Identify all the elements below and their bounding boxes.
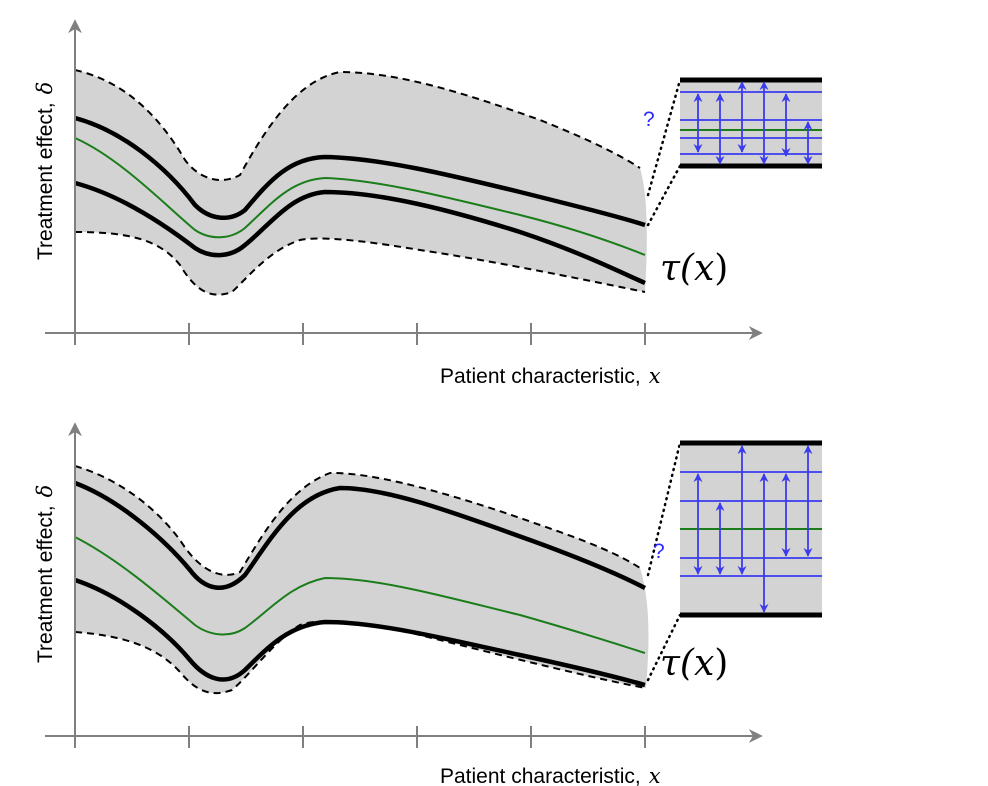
zoom-connector-upper — [646, 441, 682, 577]
tau-label: τ(x) — [660, 643, 728, 684]
panel-top: Treatment effect, δ Patient characterist… — [33, 19, 822, 388]
inner-bound-upper — [74, 480, 647, 590]
panel-bottom: Treatment effect, δ Patient characterist… — [33, 422, 822, 786]
x-axis-ticks — [74, 323, 646, 345]
inner-bound-lower — [74, 180, 646, 286]
zoom-connector-lower — [646, 164, 682, 227]
zoom-connector-upper — [646, 78, 682, 197]
question-mark: ? — [653, 540, 665, 563]
x-axis-label: Patient characteristic, x — [440, 764, 661, 786]
outer-bound-upper — [74, 69, 641, 181]
uncertainty-band — [75, 70, 647, 295]
y-axis-label: Treatment effect, δ — [33, 82, 57, 260]
zoom-inset — [680, 77, 822, 169]
inner-bound-upper — [74, 115, 646, 228]
question-mark: ? — [643, 108, 655, 131]
true-effect-line — [74, 137, 646, 256]
true-effect-line — [74, 536, 646, 654]
inner-bound-lower — [74, 577, 646, 688]
tau-label: τ(x) — [660, 248, 728, 289]
y-axis-label: Treatment effect, δ — [33, 485, 57, 663]
outer-bound-lower — [74, 231, 646, 296]
zoom-connector-lower — [646, 613, 682, 682]
outer-bound-upper — [74, 465, 641, 576]
x-axis-ticks — [74, 726, 646, 748]
x-axis-label: Patient characteristic, x — [440, 364, 661, 388]
zoom-inset — [680, 440, 822, 618]
